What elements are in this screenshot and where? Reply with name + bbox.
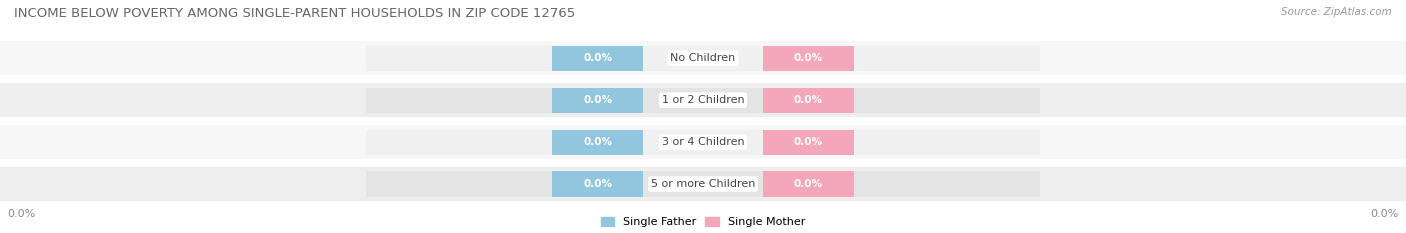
Bar [762, 130, 855, 155]
Bar [762, 171, 855, 197]
Text: 5 or more Children: 5 or more Children [651, 179, 755, 189]
Text: 0.0%: 0.0% [794, 137, 823, 147]
Bar [703, 88, 1040, 113]
Legend: Single Father, Single Mother: Single Father, Single Mother [600, 217, 806, 227]
Bar [762, 46, 855, 71]
Bar [551, 46, 644, 71]
Bar [551, 88, 644, 113]
Bar [551, 171, 644, 197]
Bar [0, 125, 1406, 159]
Text: 1 or 2 Children: 1 or 2 Children [662, 95, 744, 105]
Bar [0, 83, 1406, 117]
Text: 0.0%: 0.0% [1371, 209, 1399, 219]
Bar [366, 46, 703, 71]
Bar [0, 41, 1406, 75]
Bar [551, 130, 644, 155]
Text: 0.0%: 0.0% [583, 137, 612, 147]
Text: 0.0%: 0.0% [794, 95, 823, 105]
Text: 0.0%: 0.0% [794, 179, 823, 189]
Bar [0, 167, 1406, 201]
Bar [366, 171, 703, 197]
Bar [703, 171, 1040, 197]
Text: 0.0%: 0.0% [583, 53, 612, 63]
Bar [366, 130, 703, 155]
Text: INCOME BELOW POVERTY AMONG SINGLE-PARENT HOUSEHOLDS IN ZIP CODE 12765: INCOME BELOW POVERTY AMONG SINGLE-PARENT… [14, 7, 575, 20]
Text: 0.0%: 0.0% [7, 209, 35, 219]
Text: 0.0%: 0.0% [583, 95, 612, 105]
Bar [703, 46, 1040, 71]
Text: No Children: No Children [671, 53, 735, 63]
Text: 0.0%: 0.0% [583, 179, 612, 189]
Text: 3 or 4 Children: 3 or 4 Children [662, 137, 744, 147]
Bar [366, 88, 703, 113]
Bar [703, 130, 1040, 155]
Bar [762, 88, 855, 113]
Text: Source: ZipAtlas.com: Source: ZipAtlas.com [1281, 7, 1392, 17]
Text: 0.0%: 0.0% [794, 53, 823, 63]
